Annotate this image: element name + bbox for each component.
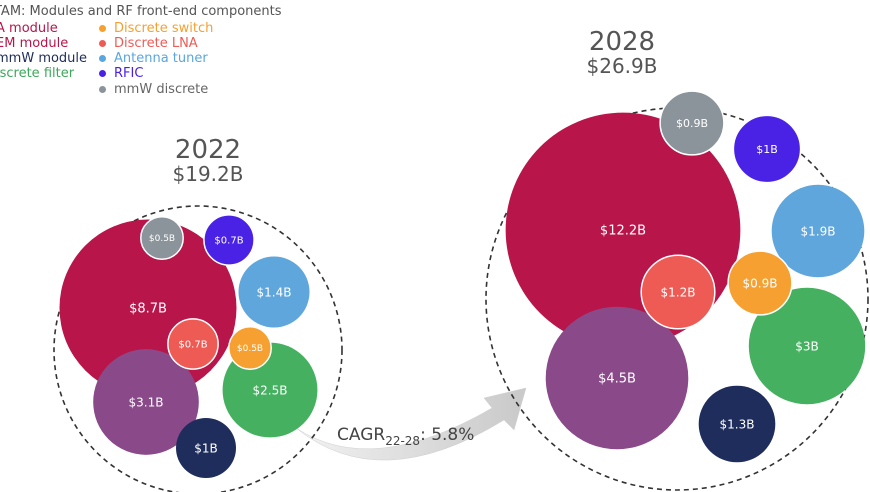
group-outline	[53, 205, 343, 492]
bubble-value-label: $3.1B	[129, 395, 164, 409]
bubble	[771, 184, 865, 278]
bubble	[176, 418, 236, 478]
bubble	[140, 216, 184, 260]
bubble	[659, 90, 725, 156]
legend-item: Discrete switch	[114, 21, 214, 36]
legend-item: Discrete LNA	[114, 36, 198, 51]
legend-marker	[99, 55, 106, 62]
legend-item: iscrete filter	[0, 66, 75, 81]
bubble-value-label: $0.9B	[743, 276, 778, 290]
group-total-label: $26.9B	[587, 54, 658, 78]
bubble	[640, 254, 716, 330]
bubble-value-label: $12.2B	[600, 224, 646, 239]
bubble	[228, 326, 272, 370]
legend-marker	[99, 70, 106, 77]
legend-title: TAM: Modules and RF front-end components	[0, 4, 282, 19]
group-year-label: 2028	[589, 27, 655, 57]
bubble-value-label: $1.2B	[661, 285, 696, 299]
bubble-group-2022	[53, 205, 343, 492]
legend-item: mmW discrete	[114, 82, 209, 97]
bubble-value-label: $0.5B	[149, 234, 175, 244]
legend-marker	[99, 25, 106, 32]
legend: TAM: Modules and RF front-end components…	[0, 0, 420, 100]
bubble-value-label: $1B	[756, 143, 778, 156]
bubble	[732, 114, 802, 184]
legend-marker	[99, 40, 106, 47]
cagr-value: : 5.8%	[420, 425, 474, 445]
bubble-value-label: $0.5B	[237, 344, 263, 354]
group-total-label: $19.2B	[173, 162, 244, 186]
bubble	[93, 349, 199, 455]
bubble-value-label: $1.9B	[801, 224, 836, 238]
legend-marker	[99, 86, 106, 93]
cagr-arrow	[295, 387, 527, 461]
bubble-value-label: $0.9B	[676, 117, 708, 130]
bubble	[167, 318, 219, 370]
bubble	[727, 250, 793, 316]
bubble	[238, 256, 310, 328]
bubble-value-label: $0.7B	[178, 340, 207, 351]
cagr-subscript: 22-28	[385, 434, 420, 448]
legend-item: mmW module	[0, 51, 88, 66]
bubble-value-label: $4.5B	[598, 372, 636, 387]
bubble-value-label: $0.7B	[214, 236, 243, 247]
bubble-value-label: $1B	[194, 441, 218, 455]
legend-item: A module	[0, 21, 58, 36]
cagr-label: CAGR22-28: 5.8%	[337, 425, 474, 448]
legend-item: EM module	[0, 36, 69, 51]
bubble-value-label: $3B	[795, 339, 819, 353]
bubble-group-2028	[485, 90, 869, 491]
bubble-value-label: $2.5B	[253, 383, 288, 397]
bubble-value-label: $1.3B	[720, 417, 755, 431]
group-year-label: 2022	[175, 135, 241, 165]
cagr-prefix: CAGR	[337, 425, 385, 445]
bubble	[748, 287, 866, 405]
bubble-value-label: $8.7B	[129, 302, 167, 317]
legend-item: RFIC	[114, 66, 144, 81]
legend-item: Antenna tuner	[114, 51, 208, 66]
group-outline	[485, 107, 869, 491]
bubble-value-label: $1.4B	[257, 285, 292, 299]
bubble	[203, 214, 255, 266]
bubble	[698, 385, 776, 463]
bubble	[545, 306, 689, 450]
